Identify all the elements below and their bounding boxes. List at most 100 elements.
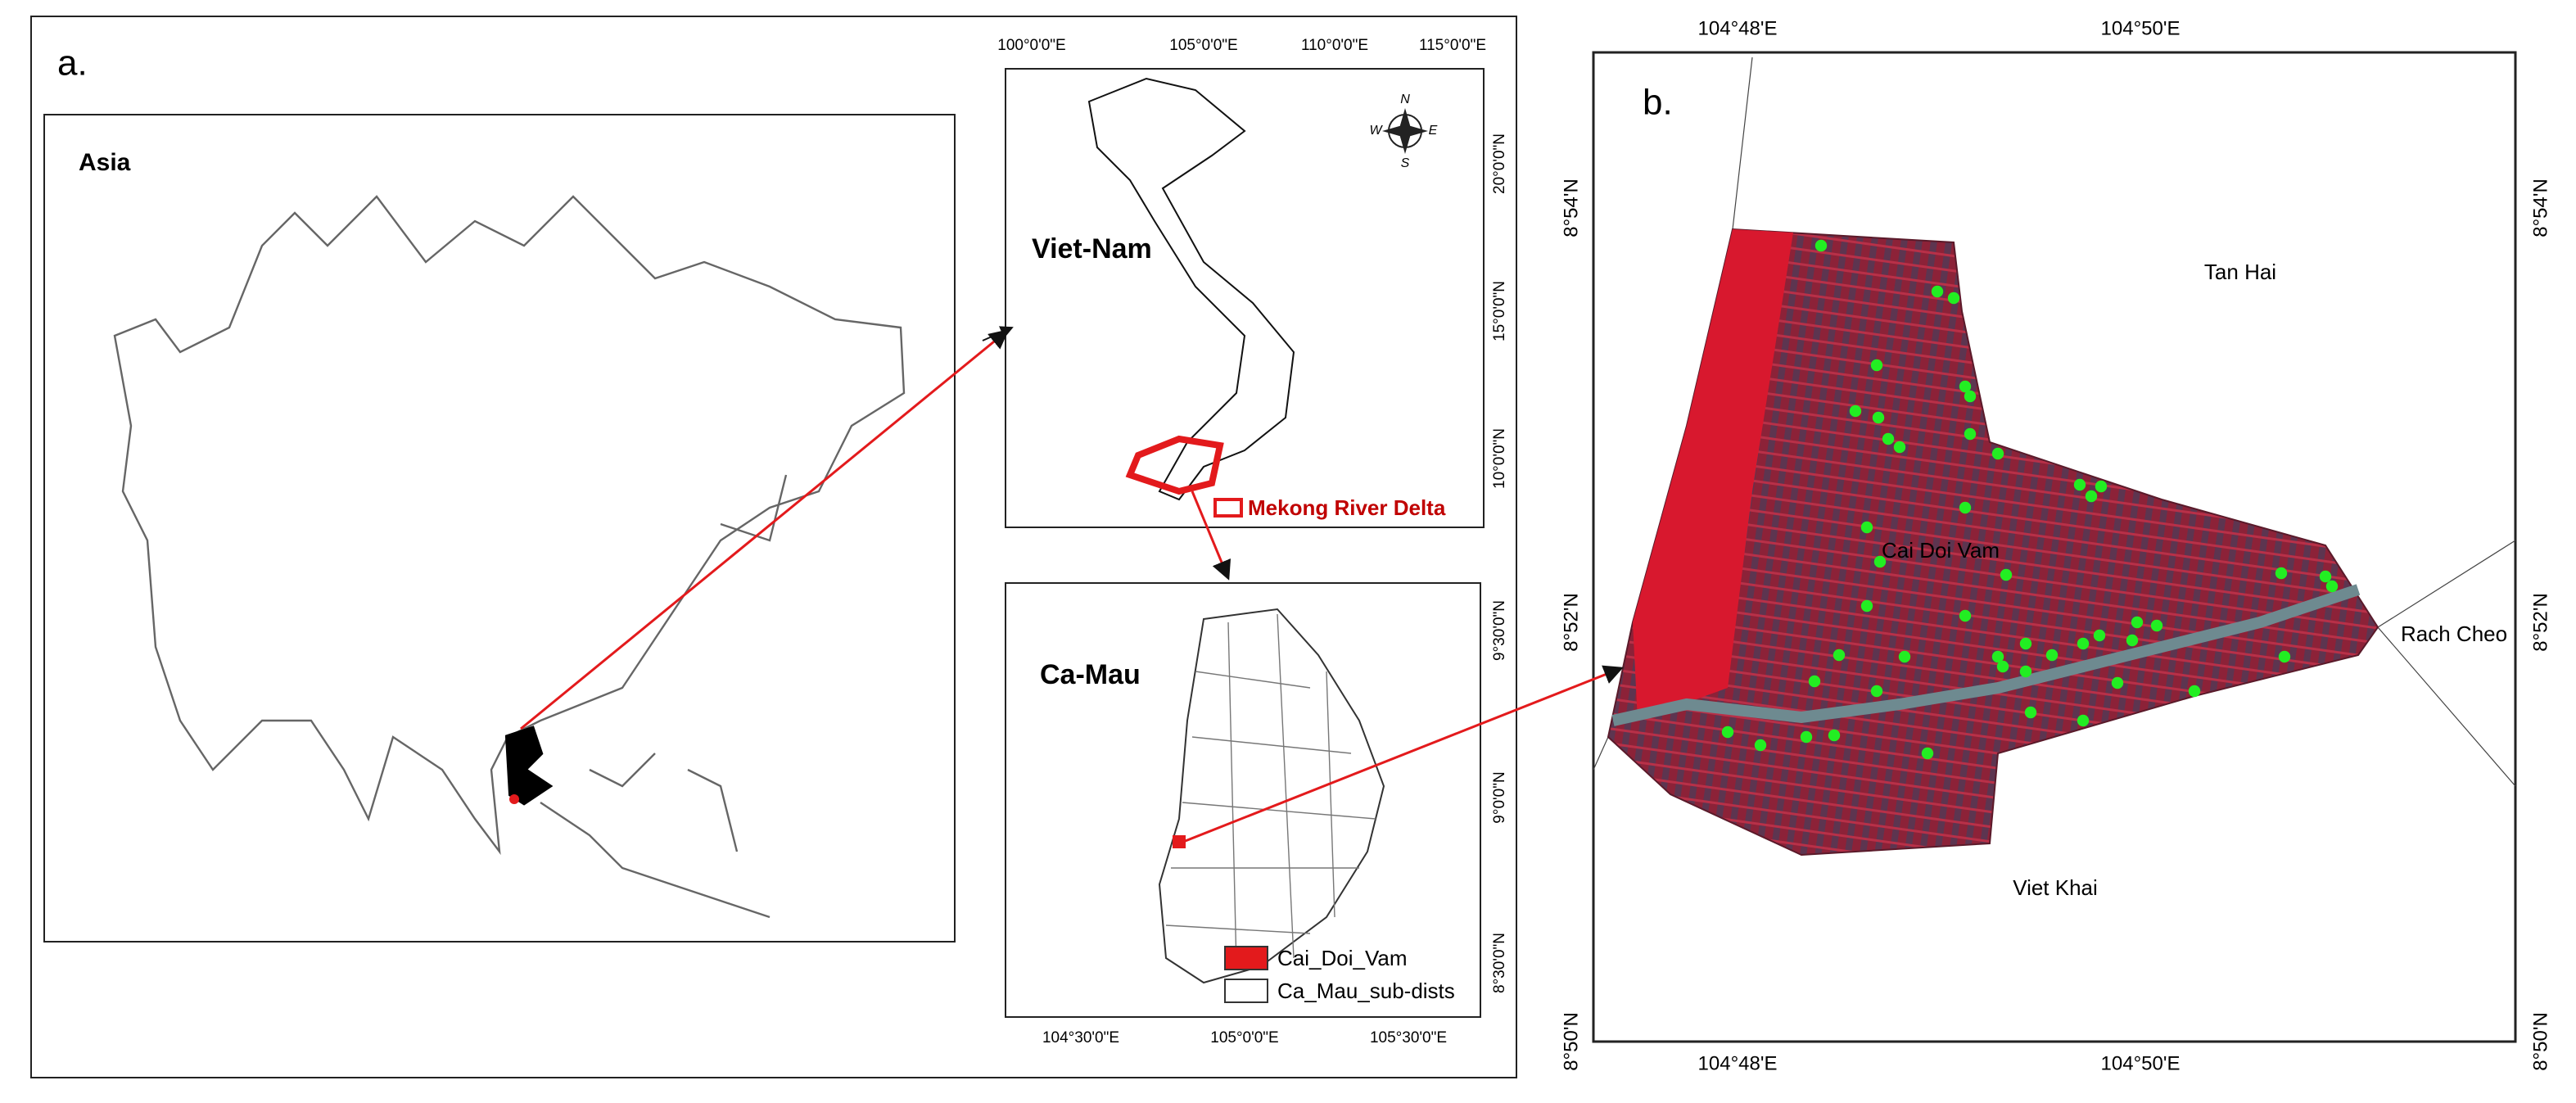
- tick-label: 104°30'0"E: [1042, 1029, 1119, 1046]
- tick-label: 8°50'N: [1560, 1012, 1582, 1071]
- asia-frame: [43, 114, 956, 943]
- tick-label: 104°50'E: [2101, 17, 2181, 39]
- legend-label: Cai_Doi_Vam: [1277, 946, 1407, 970]
- sample-point: [1921, 747, 1934, 760]
- sample-point: [1882, 432, 1895, 445]
- mangrove: [1633, 229, 1793, 721]
- sample-point: [2131, 616, 2144, 629]
- sample-point: [2000, 568, 2013, 581]
- arrow: [520, 329, 1010, 730]
- tick-label: 104°50'E: [2101, 1052, 2181, 1074]
- sample-point: [1996, 660, 2009, 673]
- place-name: Cai Doi Vam: [1882, 538, 2000, 563]
- sample-point: [2085, 490, 2098, 503]
- sample-point: [1893, 441, 1906, 454]
- legend-swatch: [1213, 498, 1243, 518]
- panel-label: b.: [1643, 83, 1673, 123]
- sample-point: [1898, 650, 1911, 663]
- panel-a-frame: [30, 16, 1517, 1078]
- sample-point: [2319, 570, 2332, 583]
- labels: 100°0'0"E 105°0'0"E 110°0'0"E 115°0'0"E 20°0…: [997, 17, 2551, 1074]
- sample-point: [2077, 714, 2090, 727]
- sample-point: [1721, 726, 1734, 739]
- sample-points: [1721, 239, 2339, 760]
- sample-point: [1800, 730, 1813, 744]
- sample-point: [2150, 619, 2163, 632]
- sample-point: [1870, 359, 1883, 372]
- sample-point: [1808, 675, 1821, 688]
- tick-label: 105°0'0"E: [1169, 37, 1237, 54]
- asia-islands: [540, 474, 788, 919]
- compass-letter: E: [1429, 124, 1438, 138]
- sample-point: [1872, 411, 1885, 424]
- sample-point: [2073, 478, 2086, 491]
- compass-letter: S: [1401, 156, 1410, 170]
- tick-label: 100°0'0"E: [997, 37, 1065, 54]
- tick-label: 9°0'0"N: [1491, 771, 1508, 823]
- sample-point: [1860, 599, 1873, 613]
- place-name: Tan Hai: [2204, 260, 2276, 284]
- sample-point: [1959, 380, 1972, 393]
- tick-label: 10°0'0"N: [1491, 428, 1508, 489]
- place-name: Rach Cheo: [2401, 622, 2507, 646]
- legend-swatch: [1224, 979, 1268, 1003]
- sample-point: [2111, 676, 2124, 689]
- tick-label: 110°0'0"E: [1301, 37, 1368, 54]
- map-title: Ca-Mau: [1040, 659, 1141, 690]
- legend-swatch: [1224, 946, 1268, 970]
- river: [1611, 584, 2361, 726]
- sample-point: [1754, 739, 1767, 752]
- tick-label: 104°48'E: [1698, 1052, 1778, 1074]
- sample-point: [1814, 239, 1828, 252]
- map-title: Viet-Nam: [1032, 233, 1152, 264]
- sample-point: [1959, 501, 1972, 514]
- delta-highlight: [509, 794, 519, 804]
- asia-outline: [113, 195, 906, 856]
- vietnam-outline: [1087, 77, 1295, 501]
- tick-label: 9°30'0"N: [1491, 600, 1508, 661]
- sample-point: [2275, 567, 2288, 580]
- sample-point: [2024, 706, 2037, 719]
- sample-point: [1947, 292, 1960, 305]
- sample-point: [2019, 637, 2032, 650]
- sample-point: [1849, 405, 1862, 418]
- tick-label: 105°0'0"E: [1210, 1029, 1278, 1046]
- sample-point: [2278, 650, 2291, 663]
- tick-label: 115°0'0"E: [1419, 37, 1486, 54]
- sample-point: [2126, 634, 2139, 647]
- panel-label: a.: [57, 43, 88, 84]
- tick-label: 8°30'0"N: [1491, 933, 1508, 993]
- sample-point: [1870, 685, 1883, 698]
- tick-label: 104°48'E: [1698, 17, 1778, 39]
- tick-label: 15°0'0"N: [1491, 281, 1508, 341]
- sample-point: [1833, 649, 1846, 662]
- sample-point: [1991, 447, 2004, 460]
- sample-point: [1931, 285, 1944, 298]
- tick-label: 8°52'N: [2529, 593, 2551, 652]
- mekong-delta: [1125, 435, 1224, 495]
- sample-point: [1964, 390, 1977, 403]
- arrow: [1191, 490, 1232, 581]
- cai-doi-vam: [1173, 835, 1186, 848]
- tick-label: 105°30'0"E: [1370, 1029, 1447, 1046]
- map-title: Asia: [79, 149, 131, 176]
- sample-point: [2325, 580, 2339, 593]
- tick-label: 8°50'N: [2529, 1012, 2551, 1071]
- sample-point: [1860, 521, 1873, 534]
- compass-letter: W: [1369, 124, 1383, 138]
- boundary-lines: [1593, 57, 2516, 787]
- place-name: Viet Khai: [2013, 875, 2098, 900]
- tick-label: 8°54'N: [1560, 179, 1582, 237]
- sample-point: [2077, 637, 2090, 650]
- compass-rose: [1382, 108, 1428, 154]
- sample-point: [1828, 729, 1841, 742]
- sample-point: [1959, 609, 1972, 622]
- tick-label: 20°0'0"N: [1491, 133, 1508, 194]
- tick-label: 8°52'N: [1560, 593, 1582, 652]
- sample-point: [1873, 555, 1887, 568]
- sample-point: [2019, 665, 2032, 678]
- sample-point: [2045, 649, 2059, 662]
- sample-point: [2093, 629, 2106, 642]
